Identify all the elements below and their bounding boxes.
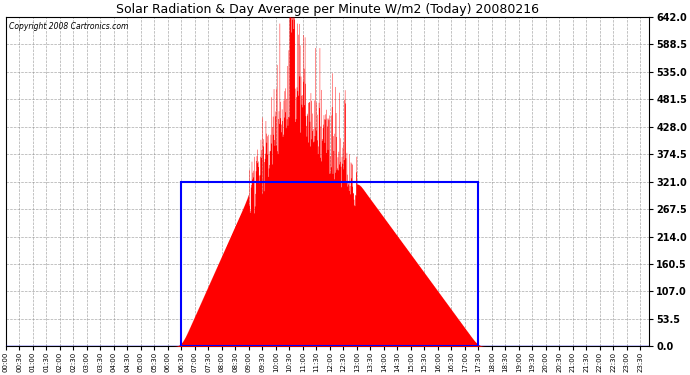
Title: Solar Radiation & Day Average per Minute W/m2 (Today) 20080216: Solar Radiation & Day Average per Minute… (116, 3, 539, 16)
Bar (181, 182, 478, 346)
Text: Copyright 2008 Cartronics.com: Copyright 2008 Cartronics.com (9, 22, 128, 31)
